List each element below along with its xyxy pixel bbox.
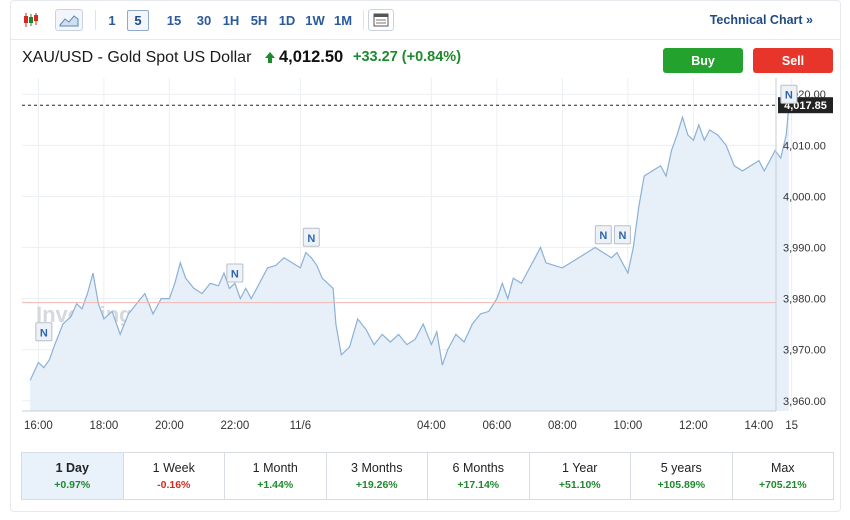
period-tab-max[interactable]: Max +705.21% xyxy=(733,453,834,499)
up-arrow-icon xyxy=(265,52,275,63)
news-marker-label[interactable]: N xyxy=(231,269,239,281)
news-marker-box[interactable] xyxy=(302,227,320,247)
technical-chart-link[interactable]: Technical Chart » xyxy=(709,13,813,27)
y-tick-label: 3,990.00 xyxy=(783,243,826,255)
chart-toolbar: 1 5 15 30 1H 5H 1D 1W 1M Technical Chart… xyxy=(10,0,841,40)
calendar-icon[interactable] xyxy=(368,9,394,31)
news-marker-box[interactable] xyxy=(780,84,798,104)
x-tick-label: 15 xyxy=(785,420,798,432)
period-label: 1 Month xyxy=(252,461,298,475)
timeframe-1[interactable]: 1 xyxy=(108,13,116,28)
instrument-name: XAU/USD - Gold Spot US Dollar xyxy=(22,49,252,66)
news-marker[interactable]: N xyxy=(780,84,798,104)
period-change: +105.89% xyxy=(657,479,706,491)
x-tick-label: 04:00 xyxy=(417,420,446,432)
news-marker-label[interactable]: N xyxy=(599,230,607,242)
x-tick-label: 22:00 xyxy=(220,420,249,432)
news-marker-box[interactable] xyxy=(226,263,244,283)
toolbar-divider xyxy=(95,10,96,30)
news-marker-label[interactable]: N xyxy=(40,327,48,339)
area-chart-icon[interactable] xyxy=(55,9,83,31)
y-tick-label: 4,010.00 xyxy=(783,140,826,152)
period-label: 3 Months xyxy=(351,461,403,475)
news-marker-label[interactable]: N xyxy=(785,90,793,102)
news-marker[interactable]: N xyxy=(613,225,631,245)
news-marker-box[interactable] xyxy=(594,225,612,245)
period-label: 1 Year xyxy=(562,461,598,475)
news-marker[interactable]: N xyxy=(594,225,612,245)
period-label: 5 years xyxy=(660,461,702,475)
period-tab-1-day[interactable]: 1 Day +0.97% xyxy=(22,453,124,499)
price-line xyxy=(29,105,790,381)
timeframe-1m[interactable]: 1M xyxy=(333,13,353,28)
x-tick-label: 08:00 xyxy=(548,420,577,432)
news-marker[interactable]: N xyxy=(302,227,320,247)
news-marker[interactable]: N xyxy=(226,263,244,283)
period-change: +17.14% xyxy=(457,479,500,491)
period-change: +19.26% xyxy=(355,479,398,491)
timeframe-1w[interactable]: 1W xyxy=(305,13,325,28)
x-tick-label: 12:00 xyxy=(679,420,708,432)
period-tab-3-months[interactable]: 3 Months +19.26% xyxy=(327,453,428,499)
period-tab-1-month[interactable]: 1 Month +1.44% xyxy=(225,453,327,499)
timeframe-5h[interactable]: 5H xyxy=(250,13,268,28)
period-change: +1.44% xyxy=(257,479,294,491)
news-marker-box[interactable] xyxy=(613,225,631,245)
timeframe-1d[interactable]: 1D xyxy=(278,13,296,28)
period-tab-1-year[interactable]: 1 Year +51.10% xyxy=(530,453,631,499)
x-tick-label: 18:00 xyxy=(89,420,118,432)
price-chart[interactable]: Investing.com 4,017.85 3,960.003,970.003… xyxy=(0,0,850,440)
sell-button[interactable]: Sell xyxy=(753,48,833,73)
x-tick-label: 06:00 xyxy=(482,420,511,432)
candlestick-icon[interactable] xyxy=(18,9,44,31)
news-marker[interactable]: N xyxy=(35,322,53,342)
x-tick-label: 10:00 xyxy=(613,420,642,432)
period-label: 6 Months xyxy=(452,461,504,475)
period-tab-6-months[interactable]: 6 Months +17.14% xyxy=(428,453,530,499)
period-label: Max xyxy=(770,461,795,475)
news-marker-label[interactable]: N xyxy=(307,233,315,245)
price-area-fill xyxy=(30,105,789,411)
period-tab-1-week[interactable]: 1 Week -0.16% xyxy=(124,453,225,499)
timeframe-15[interactable]: 15 xyxy=(166,13,182,28)
y-tick-label: 3,960.00 xyxy=(783,396,826,408)
last-price: 4,012.50 xyxy=(279,48,344,66)
timeframe-1h[interactable]: 1H xyxy=(222,13,240,28)
y-tick-label: 4,000.00 xyxy=(783,191,826,203)
toolbar-divider xyxy=(363,10,364,30)
period-performance-bar: 1 Day +0.97% 1 Week -0.16% 1 Month +1.44% 3 Mo… xyxy=(21,452,834,500)
y-tick-label: 3,980.00 xyxy=(783,294,826,306)
news-marker-box[interactable] xyxy=(35,322,53,342)
news-marker-label[interactable]: N xyxy=(618,230,626,242)
y-tick-label: 3,970.00 xyxy=(783,345,826,357)
period-change: +0.97% xyxy=(54,479,91,491)
period-change: +51.10% xyxy=(558,479,601,491)
price-change: +33.27 (+0.84%) xyxy=(353,49,462,65)
timeframe-30[interactable]: 30 xyxy=(196,13,212,28)
x-tick-label: 20:00 xyxy=(155,420,184,432)
timeframe-5[interactable]: 5 xyxy=(127,10,149,31)
x-tick-label: 11/6 xyxy=(290,420,312,432)
period-change: +705.21% xyxy=(758,479,807,491)
period-label: 1 Day xyxy=(55,461,89,475)
x-tick-label: 16:00 xyxy=(24,420,53,432)
buy-button[interactable]: Buy xyxy=(663,48,743,73)
period-label: 1 Week xyxy=(152,461,195,475)
period-tab-5-years[interactable]: 5 years +105.89% xyxy=(631,453,733,499)
period-change: -0.16% xyxy=(157,479,191,491)
x-tick-label: 14:00 xyxy=(744,420,773,432)
